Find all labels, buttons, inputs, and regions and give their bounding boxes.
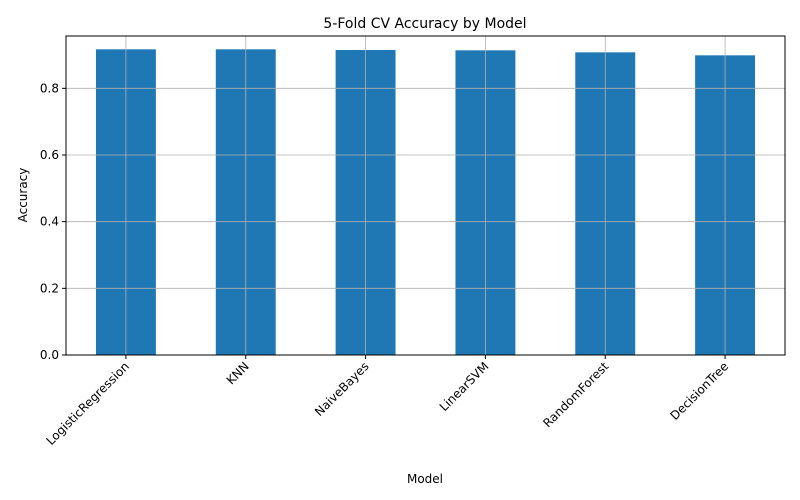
y-tick-label: 0.4: [40, 215, 59, 229]
x-tick-label: LogisticRegression: [43, 359, 132, 448]
y-tick-label: 0.6: [40, 148, 59, 162]
y-tick-label: 0.2: [40, 281, 59, 295]
y-tick-label: 0.8: [40, 81, 59, 95]
plot-frame: [65, 35, 786, 356]
y-tick-label: 0.0: [40, 348, 59, 362]
grid-layer: [66, 36, 785, 356]
x-axis-label: Model: [407, 472, 443, 486]
y-axis-label: Accuracy: [16, 168, 30, 223]
x-tick-label: KNN: [224, 359, 252, 387]
bars-layer: [95, 49, 756, 355]
chart-title: 5-Fold CV Accuracy by Model: [323, 16, 526, 32]
x-tick-label: DecisionTree: [667, 359, 731, 423]
x-tick-label: LinearSVM: [437, 359, 492, 414]
x-tick-label: NaiveBayes: [312, 359, 372, 419]
x-tick-label: RandomForest: [540, 359, 611, 430]
